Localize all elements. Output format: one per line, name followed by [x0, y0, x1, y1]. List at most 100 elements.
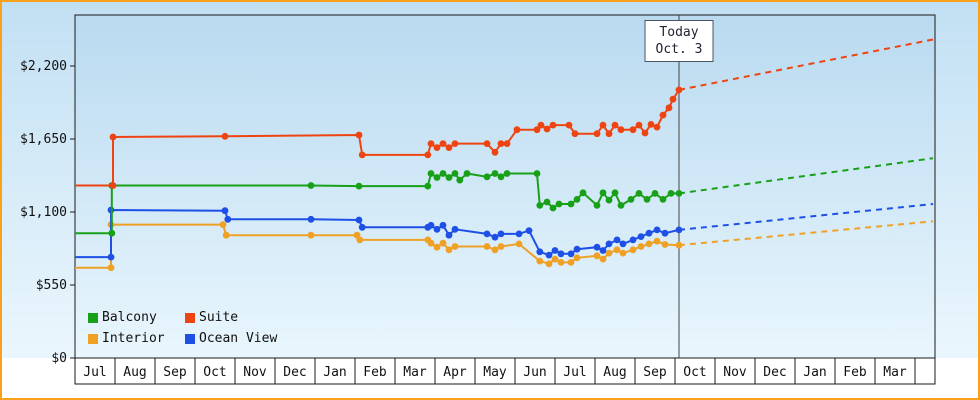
data-point	[619, 240, 627, 248]
data-point	[573, 196, 581, 203]
data-point	[647, 121, 655, 128]
data-point	[665, 104, 673, 112]
series-projection	[678, 203, 934, 231]
data-point	[645, 240, 653, 248]
data-point	[427, 221, 435, 229]
month-label: Jan	[323, 365, 346, 380]
data-point	[605, 249, 613, 257]
month-cell	[314, 357, 356, 385]
series-projection	[678, 220, 934, 247]
data-point	[451, 225, 459, 233]
y-axis-label: $550	[36, 278, 67, 293]
data-point	[503, 140, 511, 148]
data-point	[536, 248, 544, 256]
data-point	[536, 202, 544, 209]
legend-item-suite: Suite	[185, 310, 277, 325]
month-label: Nov	[243, 365, 267, 380]
series-projection	[678, 157, 934, 195]
data-point	[424, 182, 432, 190]
data-point	[653, 226, 661, 234]
data-point	[661, 229, 669, 237]
data-point	[224, 215, 232, 223]
data-point	[567, 250, 575, 258]
data-point	[675, 241, 683, 249]
data-point	[571, 130, 579, 138]
data-point	[543, 125, 551, 133]
data-point	[635, 190, 643, 197]
data-point	[629, 246, 637, 254]
data-point	[108, 229, 116, 237]
data-point	[445, 174, 453, 181]
data-point	[497, 173, 505, 181]
data-point	[433, 243, 441, 251]
month-label: Sep	[163, 365, 187, 380]
data-point	[551, 255, 559, 263]
legend-swatch-balcony	[88, 312, 98, 323]
legend-item-ocean-view: Ocean View	[185, 331, 277, 346]
month-label: Oct	[683, 365, 706, 380]
data-point	[427, 140, 435, 148]
legend-label: Ocean View	[199, 331, 278, 346]
data-point	[617, 202, 625, 209]
data-point	[549, 204, 557, 212]
month-cell-partial	[914, 357, 936, 385]
data-point	[451, 243, 459, 250]
month-label: Mar	[883, 365, 907, 380]
data-point	[599, 189, 607, 197]
month-label: Oct	[203, 365, 226, 380]
data-point	[599, 121, 607, 129]
series-interior	[75, 220, 934, 272]
data-point	[427, 239, 435, 247]
data-point	[515, 240, 523, 248]
legend-label: Balcony	[102, 310, 157, 325]
data-point	[497, 243, 505, 250]
month-cell	[354, 357, 396, 385]
data-point	[675, 190, 683, 197]
data-point	[627, 196, 635, 203]
data-point	[551, 247, 559, 254]
data-point	[483, 230, 491, 238]
data-point	[599, 247, 607, 254]
data-point	[661, 241, 669, 248]
data-point	[543, 198, 551, 206]
data-point	[307, 215, 315, 223]
data-point	[667, 190, 675, 197]
data-point	[439, 239, 447, 247]
series-suite	[75, 38, 934, 189]
data-point	[557, 250, 565, 258]
y-axis-label: $1,650	[20, 132, 67, 147]
legend: Balcony Suite Interior Ocean View	[88, 310, 277, 346]
legend-label: Interior	[102, 331, 165, 346]
series-ocean-view	[75, 203, 934, 261]
data-point	[355, 131, 363, 139]
y-axis-label: $2,200	[20, 59, 67, 74]
data-point	[617, 126, 625, 134]
month-label: Aug	[123, 365, 146, 380]
data-point	[439, 170, 447, 177]
data-point	[629, 236, 637, 244]
month-label: Apr	[443, 365, 467, 380]
data-point	[307, 231, 315, 239]
data-point	[653, 123, 661, 131]
series-balcony	[75, 157, 934, 237]
data-point	[515, 230, 523, 238]
data-point	[109, 133, 117, 141]
data-point	[513, 126, 521, 134]
data-point	[549, 121, 557, 129]
data-point	[503, 170, 511, 177]
data-point	[221, 132, 229, 140]
data-point	[675, 86, 683, 94]
data-point	[565, 121, 573, 129]
data-point	[427, 170, 435, 177]
data-point	[555, 200, 563, 208]
data-point	[491, 246, 499, 254]
data-point	[641, 129, 649, 137]
data-point	[433, 225, 441, 233]
today-marker-label: Today Oct. 3	[644, 20, 714, 62]
today-label-line1: Today	[659, 25, 699, 40]
data-point	[358, 151, 366, 159]
month-label: Dec	[763, 365, 786, 380]
data-point	[533, 170, 541, 177]
